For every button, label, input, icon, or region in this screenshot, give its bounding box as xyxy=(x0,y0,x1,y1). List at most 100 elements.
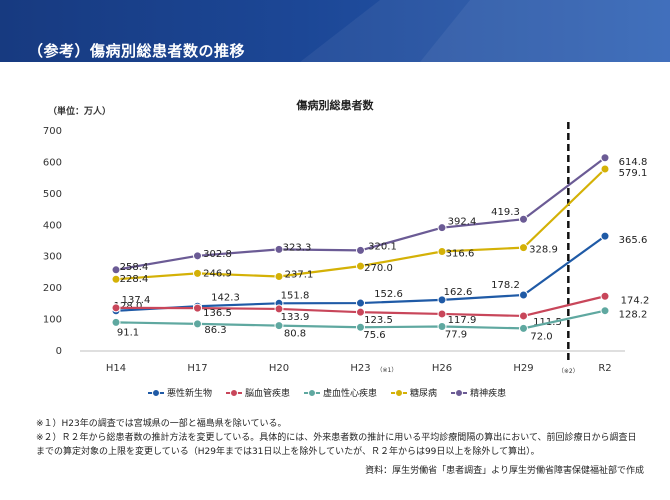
data-label: 151.8 xyxy=(281,290,310,301)
legend-label: 虚血性心疾患 xyxy=(323,389,378,399)
data-point xyxy=(274,321,284,331)
data-label: 328.9 xyxy=(529,245,558,256)
data-point xyxy=(519,243,528,253)
chart-title: 傷病別総患者数 xyxy=(296,99,374,112)
data-point xyxy=(437,246,447,256)
data-point xyxy=(356,298,365,308)
legend-marker xyxy=(455,388,464,397)
legend-swatch xyxy=(304,388,321,398)
data-label: 419.3 xyxy=(491,207,520,218)
data-point xyxy=(600,291,610,301)
data-point xyxy=(111,303,121,313)
footnote-2: ※２）Ｒ２年から総患者数の推計方法を変更している。具体的には、外来患者数の推計に… xyxy=(36,433,637,443)
data-point xyxy=(600,164,610,174)
x-tick-label: H14 xyxy=(106,363,126,374)
x-tick-label: H20 xyxy=(269,363,289,374)
data-label: 91.1 xyxy=(117,327,139,338)
data-label: 579.1 xyxy=(619,168,648,179)
data-label: 86.3 xyxy=(204,325,226,336)
data-label: 614.8 xyxy=(619,157,648,168)
data-label: 270.0 xyxy=(364,263,393,274)
data-point xyxy=(437,223,447,233)
unit-label: （単位：万人） xyxy=(48,107,112,117)
legend-swatch xyxy=(391,388,408,398)
line-chart: 0 100 200 300 400 500 600 700 H14 H17 H20 H23 H26 H29… xyxy=(43,122,650,375)
y-tick-label: 500 xyxy=(43,189,62,200)
data-label: 258.4 xyxy=(120,262,149,273)
y-tick-label: 400 xyxy=(43,220,62,231)
banner-decoration xyxy=(300,0,670,62)
data-point xyxy=(111,317,121,327)
header-banner: （参考）傷病別総患者数の推移 xyxy=(0,0,670,62)
legend-marker xyxy=(308,388,317,397)
data-point xyxy=(437,295,447,305)
data-label: 142.3 xyxy=(211,292,240,303)
data-label: 174.2 xyxy=(621,295,650,306)
legend-label: 精神疾患 xyxy=(470,389,507,399)
x-tick-label: H17 xyxy=(187,363,207,374)
data-label: 75.6 xyxy=(363,330,385,341)
page-title: （参考）傷病別総患者数の推移 xyxy=(28,42,246,60)
data-point xyxy=(600,153,610,163)
x-tick-label: H23 xyxy=(350,363,370,374)
source-note: 資料：厚生労働省「患者調査」より厚生労働省障害保健福祉部で作成 xyxy=(365,466,644,476)
data-point xyxy=(600,231,610,241)
data-label: 137.4 xyxy=(122,295,151,306)
chart-legend: 悪性新生物 脳血管疾患 虚血性心疾患 糖尿病 精神疾患 xyxy=(148,386,506,399)
data-label: 316.6 xyxy=(446,248,475,259)
legend-item: 虚血性心疾患 xyxy=(304,386,377,399)
y-tick-label: 600 xyxy=(43,157,62,168)
data-point xyxy=(274,244,284,254)
x-tick-label: H29 xyxy=(513,363,533,374)
data-label: 80.8 xyxy=(284,329,306,340)
legend-marker xyxy=(230,388,239,397)
y-tick-label: 0 xyxy=(56,346,62,357)
data-point xyxy=(437,322,447,332)
data-label: 128.2 xyxy=(619,310,648,321)
footnote-2-continued: までの算定対象の上限を変更している（H29年までは31日以上を除外していたが、Ｒ… xyxy=(36,447,540,457)
data-label: 365.6 xyxy=(619,235,648,246)
data-label: 320.1 xyxy=(368,241,397,252)
footnote-1: ※１）H23年の調査では宮城県の一部と福島県を除いている。 xyxy=(36,419,287,429)
data-label: 117.9 xyxy=(448,315,477,326)
data-point xyxy=(193,319,202,329)
data-point xyxy=(519,214,528,224)
legend-marker xyxy=(395,388,404,397)
legend-swatch xyxy=(451,388,468,398)
data-label: 178.2 xyxy=(491,280,520,291)
data-label: 133.9 xyxy=(281,312,310,323)
legend-item: 悪性新生物 xyxy=(148,386,212,399)
data-label: 323.3 xyxy=(283,242,312,253)
data-point xyxy=(111,265,121,275)
legend-item: 糖尿病 xyxy=(391,386,437,399)
y-tick-label: 300 xyxy=(43,252,62,263)
x-tick-label: H26 xyxy=(432,363,452,374)
data-point xyxy=(193,268,202,278)
legend-swatch xyxy=(148,388,164,398)
data-point xyxy=(356,245,365,255)
data-point xyxy=(356,307,365,317)
legend-marker xyxy=(152,388,160,397)
method-change-note: （※2） xyxy=(558,368,579,375)
legend-label: 糖尿病 xyxy=(410,389,438,399)
data-point xyxy=(274,304,284,314)
data-label: 162.6 xyxy=(444,287,473,298)
data-point xyxy=(274,271,284,281)
data-point xyxy=(519,290,528,300)
y-tick-label: 700 xyxy=(43,126,62,137)
data-label: 152.6 xyxy=(374,289,403,300)
y-tick-label: 200 xyxy=(43,283,62,294)
legend-label: 悪性新生物 xyxy=(167,389,213,399)
legend-swatch xyxy=(226,388,243,398)
legend-label: 脳血管疾患 xyxy=(245,389,291,399)
data-label: 72.0 xyxy=(530,331,552,342)
data-label: 128.0 xyxy=(114,301,143,312)
data-label: 136.5 xyxy=(203,308,232,319)
data-point xyxy=(111,274,121,284)
data-point xyxy=(519,311,528,321)
footnotes: ※１）H23年の調査では宮城県の一部と福島県を除いている。 ※２）Ｒ２年から総患… xyxy=(36,417,656,459)
data-label: 77.9 xyxy=(445,330,467,341)
data-label: 302.8 xyxy=(203,249,232,260)
data-point xyxy=(519,323,528,333)
data-point xyxy=(600,306,610,316)
